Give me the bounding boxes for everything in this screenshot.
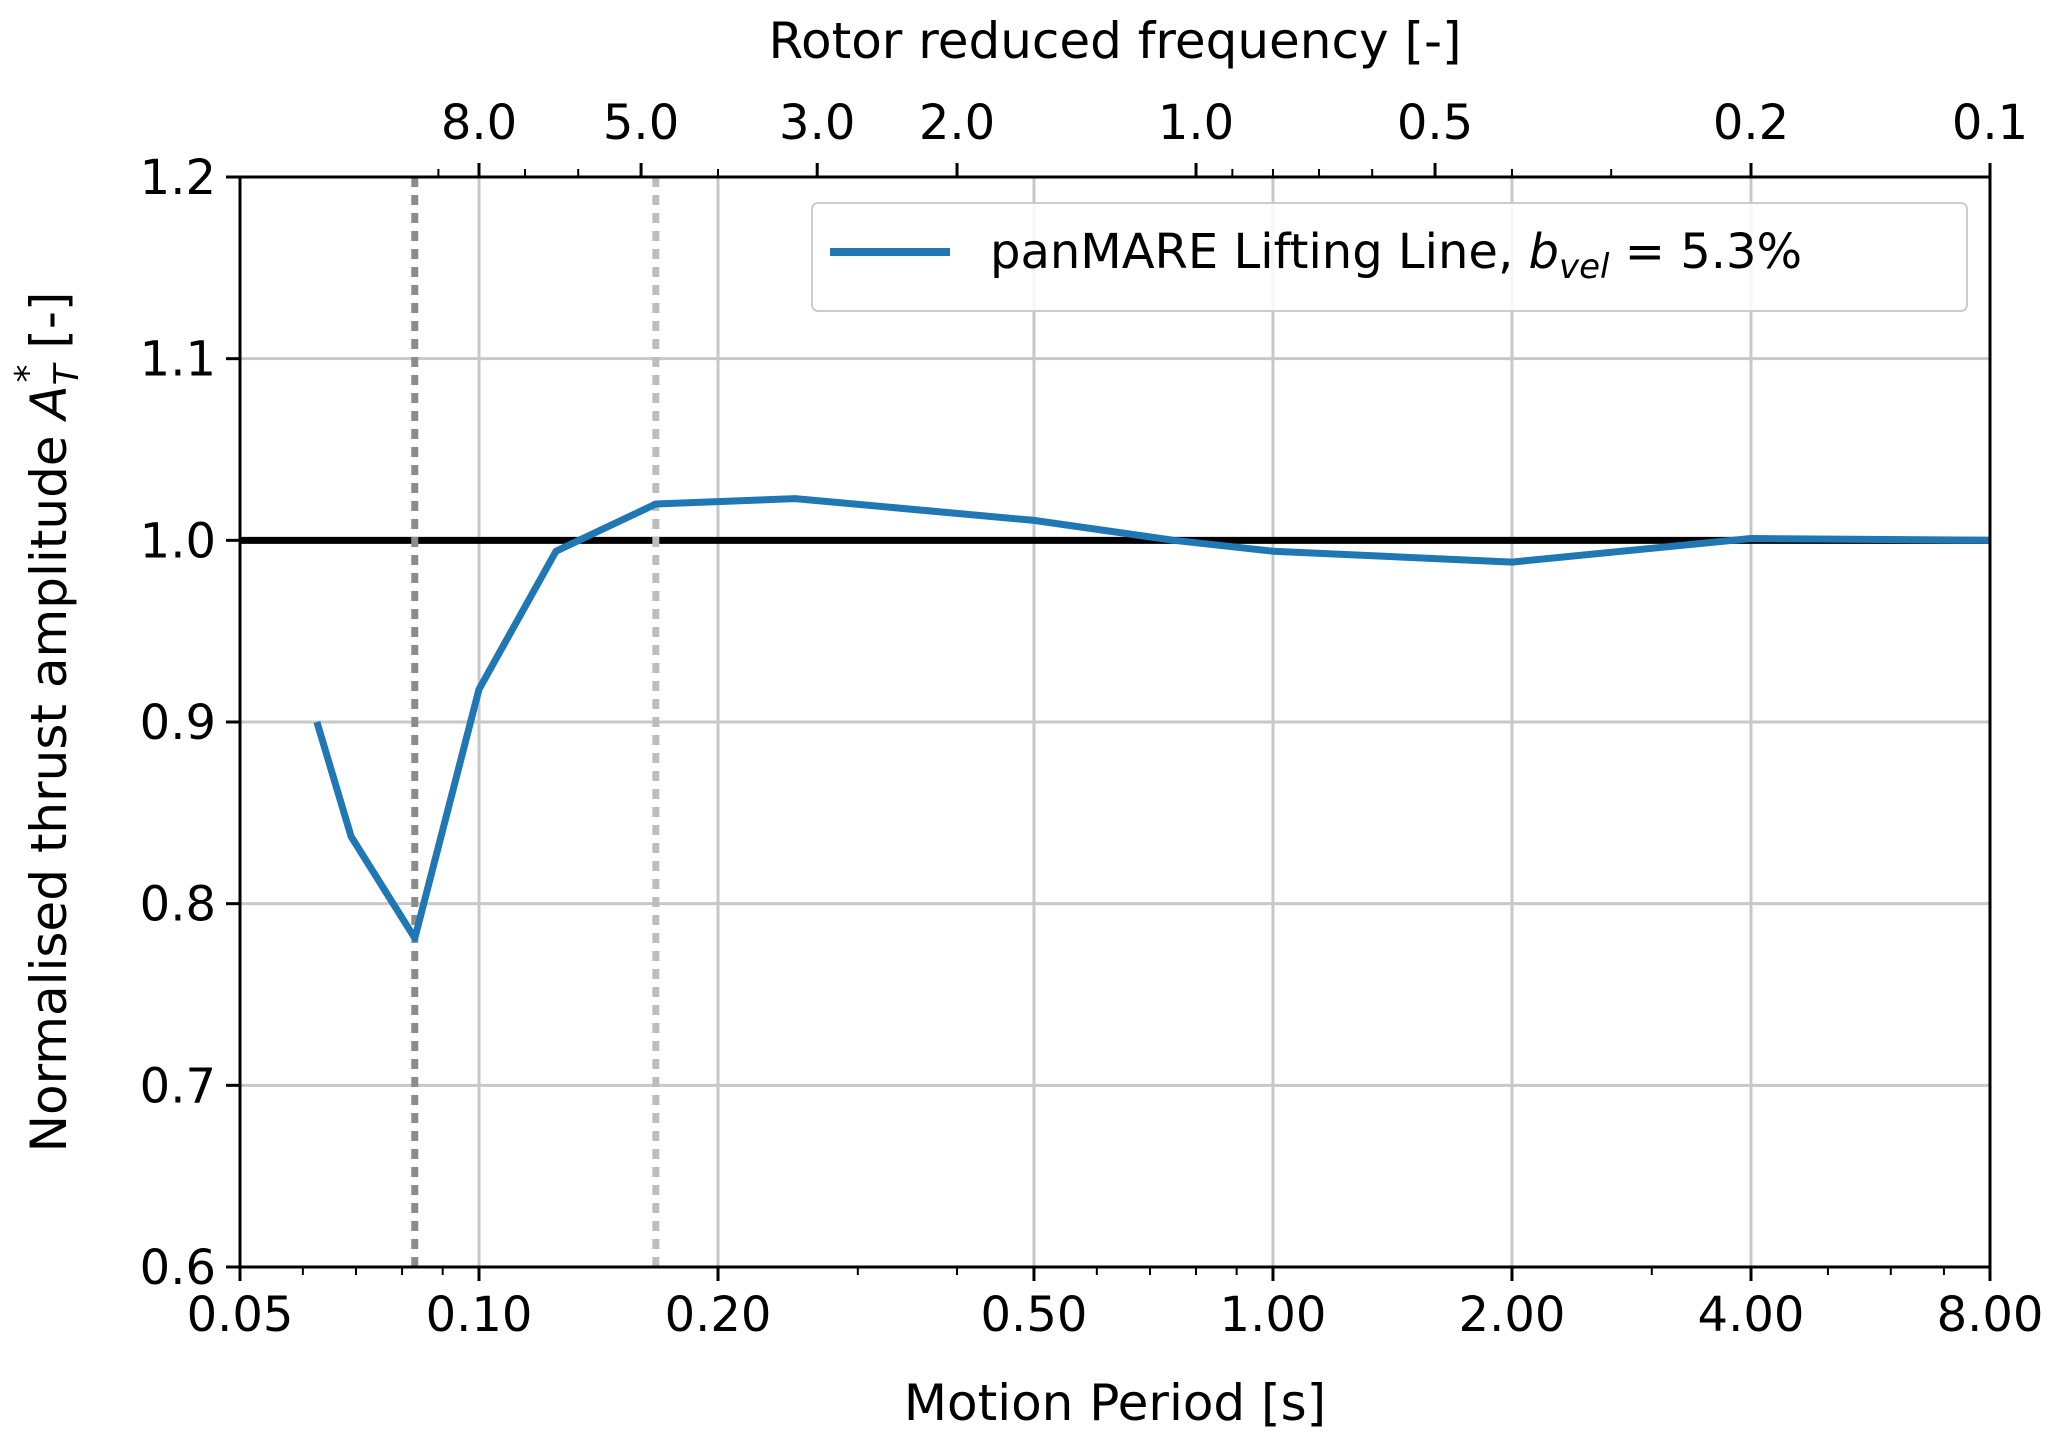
tick-labels: 0.05 0.10 0.20 0.50 1.00 2.00 4.00 8.00 0.6 0.7 0.… [140,95,2044,1343]
top-tick-label: 0.2 [1713,95,1789,151]
y-axis-title-unit: [-] [20,292,78,365]
x-tick-label: 0.05 [187,1287,294,1343]
y-tick-label: 1.0 [140,513,216,569]
y-tick-label: 1.1 [140,332,216,388]
x-tick-label: 8.00 [1937,1287,2044,1343]
y-tick-label: 0.6 [140,1240,216,1296]
x-tick-label: 0.20 [665,1287,772,1343]
top-tick-label: 8.0 [441,95,517,151]
y-axis-title-superscript: * [8,365,49,383]
x-tick-label: 0.10 [426,1287,533,1343]
y-axis-title: Normalised thrust amplitude AT* [-] [8,292,87,1153]
legend-label-symbol: b [1528,224,1558,280]
legend-label-subscript: vel [1559,247,1610,287]
x-tick-label: 0.50 [981,1287,1088,1343]
y-tick-label: 0.8 [140,877,216,933]
top-tick-label: 1.0 [1158,95,1234,151]
grid-layer [238,175,1992,1269]
y-tick-label: 0.9 [140,695,216,751]
legend-label-main: panMARE Lifting Line, [990,224,1528,280]
series-layer [313,495,1991,942]
y-axis-title-symbol: A [20,385,78,422]
y-axis-title-main: Normalised thrust amplitude [20,420,78,1153]
legend-box [811,202,1968,312]
x-tick-label: 1.00 [1220,1287,1327,1343]
y-tick-label: 0.7 [140,1058,216,1114]
x-axis-title: Motion Period [s] [904,1374,1326,1432]
series-line [313,495,1991,942]
ticks-layer [226,163,1992,1281]
x-tick-label: 2.00 [1459,1287,1566,1343]
legend: panMARE Lifting Line, bvel = 5.3% [811,202,1968,312]
legend-label-tail: = 5.3% [1609,224,1802,280]
y-tick-label: 1.2 [140,150,216,206]
y-axis-title-subscript: T [47,362,87,385]
top-tick-label: 3.0 [779,95,855,151]
top-tick-label: 5.0 [603,95,679,151]
top-axis-title: Rotor reduced frequency [-] [769,12,1462,70]
top-tick-label: 0.5 [1397,95,1473,151]
top-tick-label: 0.1 [1952,95,2028,151]
x-tick-label: 4.00 [1698,1287,1805,1343]
top-tick-label: 2.0 [919,95,995,151]
legend-label: panMARE Lifting Line, bvel = 5.3% [990,224,1802,287]
